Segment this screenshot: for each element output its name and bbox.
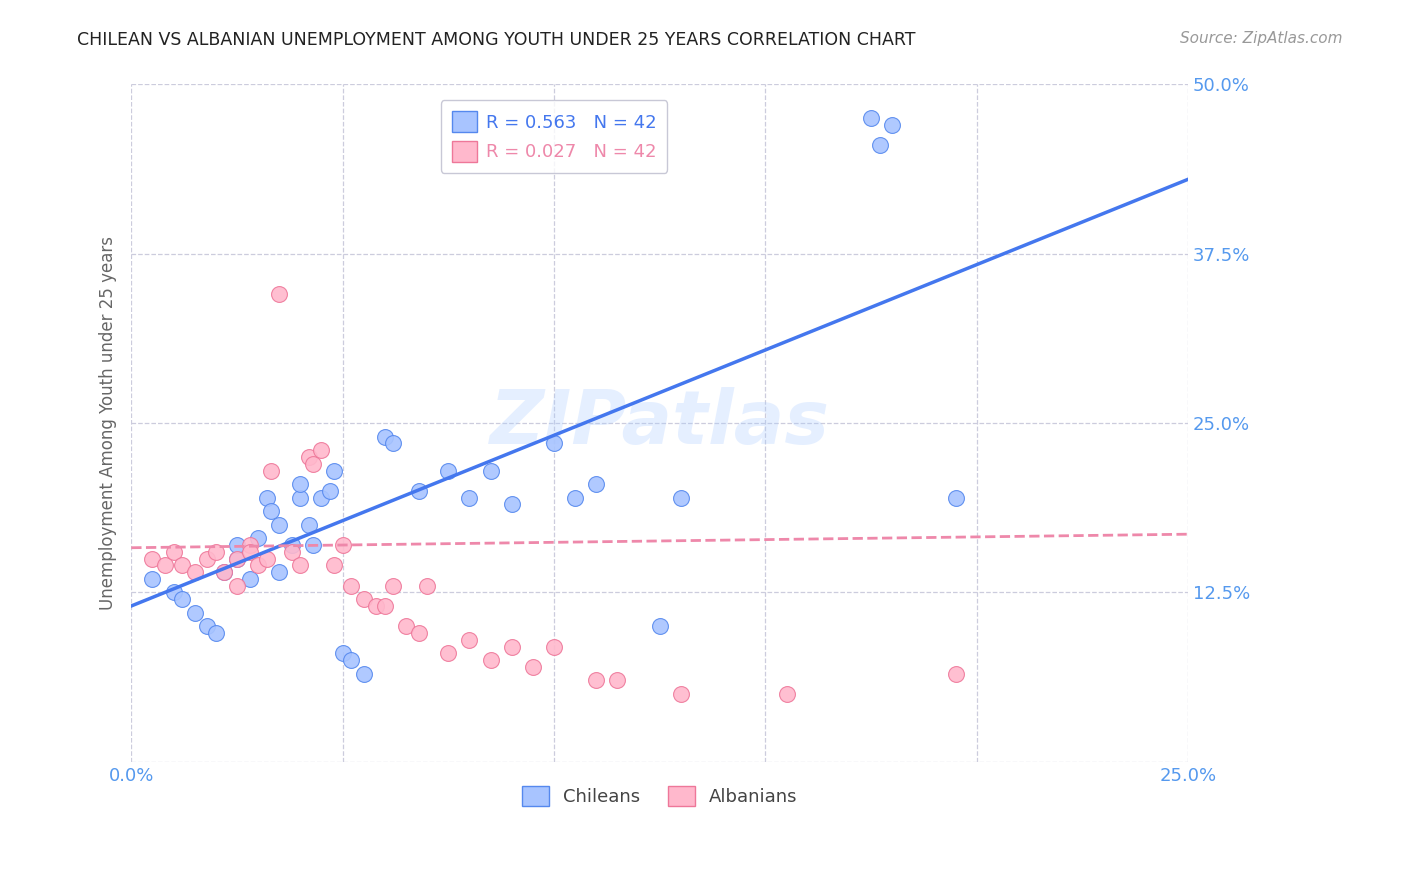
Point: [269, 287, 291, 301]
Point: [458, 491, 481, 505]
Point: [945, 491, 967, 505]
Point: [374, 430, 396, 444]
Point: [290, 477, 312, 491]
Point: [340, 579, 363, 593]
Point: [382, 579, 405, 593]
Point: [585, 673, 607, 688]
Point: [501, 640, 523, 654]
Point: [458, 632, 481, 647]
Point: [332, 647, 354, 661]
Point: [353, 592, 375, 607]
Point: [153, 558, 176, 573]
Point: [332, 538, 354, 552]
Point: [479, 463, 502, 477]
Point: [945, 666, 967, 681]
Point: [256, 491, 278, 505]
Legend: Chileans, Albanians: Chileans, Albanians: [515, 779, 804, 814]
Point: [585, 477, 607, 491]
Point: [226, 538, 249, 552]
Point: [302, 538, 325, 552]
Point: [162, 545, 184, 559]
Point: [226, 551, 249, 566]
Point: [606, 673, 628, 688]
Point: [281, 538, 304, 552]
Point: [226, 551, 249, 566]
Point: [437, 647, 460, 661]
Point: [281, 545, 304, 559]
Point: [648, 619, 671, 633]
Point: [290, 558, 312, 573]
Point: [260, 504, 283, 518]
Text: ZIPatlas: ZIPatlas: [489, 386, 830, 459]
Point: [298, 450, 321, 464]
Point: [479, 653, 502, 667]
Point: [239, 545, 262, 559]
Point: [269, 517, 291, 532]
Point: [302, 457, 325, 471]
Point: [564, 491, 586, 505]
Y-axis label: Unemployment Among Youth under 25 years: Unemployment Among Youth under 25 years: [100, 236, 117, 610]
Point: [669, 491, 692, 505]
Point: [323, 558, 346, 573]
Point: [183, 565, 205, 579]
Text: CHILEAN VS ALBANIAN UNEMPLOYMENT AMONG YOUTH UNDER 25 YEARS CORRELATION CHART: CHILEAN VS ALBANIAN UNEMPLOYMENT AMONG Y…: [77, 31, 915, 49]
Point: [170, 558, 193, 573]
Point: [162, 585, 184, 599]
Point: [869, 138, 891, 153]
Point: [195, 619, 218, 633]
Point: [408, 626, 430, 640]
Point: [247, 531, 270, 545]
Point: [204, 545, 226, 559]
Point: [247, 558, 270, 573]
Point: [522, 660, 544, 674]
Point: [416, 579, 439, 593]
Point: [501, 497, 523, 511]
Point: [437, 463, 460, 477]
Point: [408, 483, 430, 498]
Point: [214, 565, 236, 579]
Point: [214, 565, 236, 579]
Point: [269, 565, 291, 579]
Point: [204, 626, 226, 640]
Text: Source: ZipAtlas.com: Source: ZipAtlas.com: [1180, 31, 1343, 46]
Point: [260, 463, 283, 477]
Point: [298, 517, 321, 532]
Point: [239, 538, 262, 552]
Point: [226, 579, 249, 593]
Point: [669, 687, 692, 701]
Point: [323, 463, 346, 477]
Point: [319, 483, 342, 498]
Point: [340, 653, 363, 667]
Point: [374, 599, 396, 613]
Point: [860, 112, 883, 126]
Point: [183, 606, 205, 620]
Point: [311, 443, 333, 458]
Point: [141, 572, 163, 586]
Point: [290, 491, 312, 505]
Point: [195, 551, 218, 566]
Point: [882, 118, 904, 132]
Point: [141, 551, 163, 566]
Point: [239, 572, 262, 586]
Point: [395, 619, 418, 633]
Point: [775, 687, 797, 701]
Point: [543, 640, 565, 654]
Point: [382, 436, 405, 450]
Point: [256, 551, 278, 566]
Point: [353, 666, 375, 681]
Point: [170, 592, 193, 607]
Point: [543, 436, 565, 450]
Point: [366, 599, 388, 613]
Point: [311, 491, 333, 505]
